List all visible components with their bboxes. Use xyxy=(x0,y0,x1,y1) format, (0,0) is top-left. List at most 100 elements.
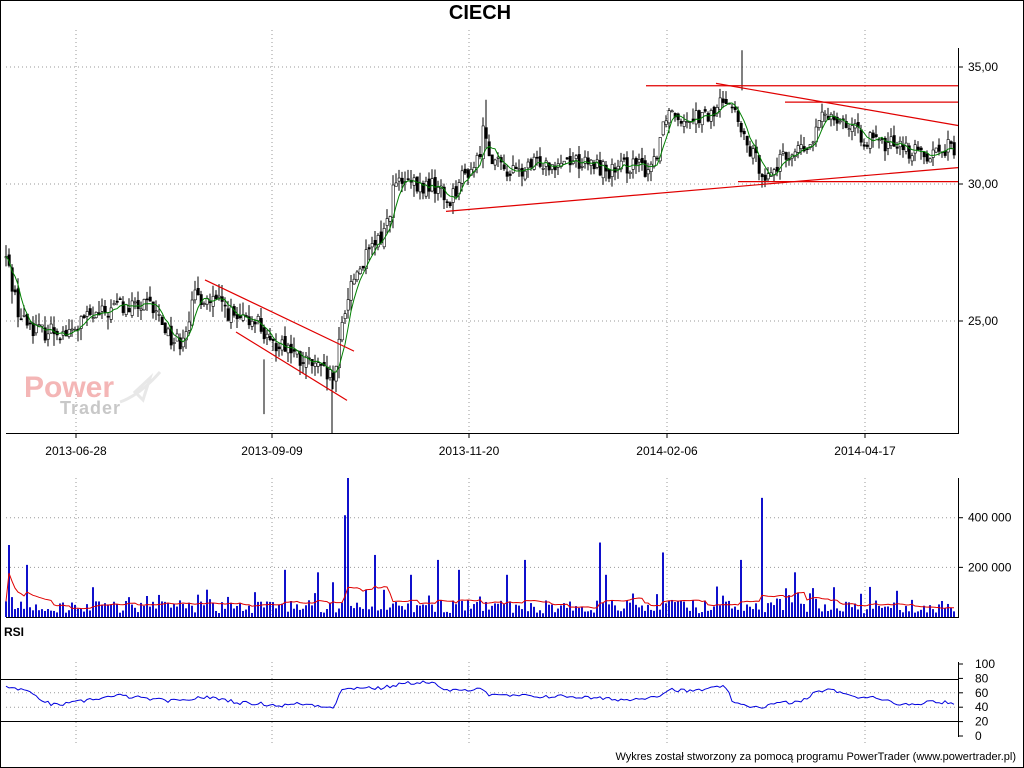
volume-bar xyxy=(785,588,787,617)
candle-body xyxy=(634,158,638,165)
volume-bar xyxy=(344,515,346,617)
volume-bar xyxy=(170,607,172,617)
candle-body xyxy=(847,128,851,130)
volume-bar xyxy=(842,611,844,617)
chart-title: CIECH xyxy=(449,2,511,24)
volume-bar xyxy=(218,613,220,617)
candle-body xyxy=(343,313,347,319)
price-panel: CIECH Power Trader 35,00 30,00 25,00 2013-… xyxy=(4,2,998,458)
volume-bar xyxy=(461,600,463,617)
candle-body xyxy=(643,160,647,177)
candle-body xyxy=(874,134,878,137)
volume-bar xyxy=(350,605,352,617)
volume-bar xyxy=(323,612,325,617)
candle-body xyxy=(667,110,671,124)
volume-bar xyxy=(227,596,229,617)
volume-bar xyxy=(449,612,451,617)
candle-body xyxy=(850,125,854,132)
volume-bar xyxy=(686,607,688,617)
volume-bar xyxy=(326,609,328,617)
trend-line-falling-resistance xyxy=(715,82,959,127)
moving-average-line xyxy=(5,102,955,373)
candle-body xyxy=(196,288,200,296)
volume-bar xyxy=(947,603,949,617)
volume-bar xyxy=(356,602,358,617)
candle-body xyxy=(187,321,191,331)
volume-bar xyxy=(182,603,184,617)
volume-bar xyxy=(275,608,277,617)
volume-bar xyxy=(632,593,634,617)
candle-body xyxy=(37,324,41,326)
candle-body xyxy=(565,157,569,160)
candle-body xyxy=(190,299,194,326)
volume-bar xyxy=(953,611,955,617)
volume-bar xyxy=(713,606,715,617)
volume-bar xyxy=(878,605,880,617)
volume-bar xyxy=(905,606,907,617)
volume-bar xyxy=(551,604,553,617)
volume-bar xyxy=(464,610,466,617)
candle-body xyxy=(130,300,134,316)
candle-body xyxy=(907,145,911,159)
candle-body xyxy=(103,306,107,314)
volume-panel: 400 000 200 000 xyxy=(5,478,1012,618)
volume-bar xyxy=(104,603,106,617)
volume-bar xyxy=(857,609,859,617)
candle-body xyxy=(685,121,689,123)
volume-bar xyxy=(314,593,316,617)
volume-bar xyxy=(500,600,502,617)
volume-bar xyxy=(293,608,295,617)
volume-bar xyxy=(146,595,148,617)
volume-bar xyxy=(425,605,427,617)
volume-bar xyxy=(272,602,274,617)
volume-bar xyxy=(47,609,49,617)
volume-bar xyxy=(332,582,334,617)
volume-bar xyxy=(215,610,217,617)
volume-bar xyxy=(203,605,205,617)
volume-bar xyxy=(758,609,760,617)
volume-bar xyxy=(929,605,931,617)
volume-bar xyxy=(647,604,649,617)
candle-body xyxy=(298,351,302,366)
volume-bar xyxy=(938,604,940,617)
candle-body xyxy=(226,308,230,321)
volume-bar xyxy=(698,613,700,617)
volume-bar xyxy=(797,592,799,617)
candle-body xyxy=(64,329,68,337)
volume-bar xyxy=(11,597,13,617)
candle-body xyxy=(127,308,131,313)
candle-body xyxy=(136,300,140,310)
candle-body xyxy=(616,165,620,170)
volume-bar xyxy=(362,608,364,617)
candle-body xyxy=(91,317,95,319)
volume-bar xyxy=(815,598,817,617)
candle-body xyxy=(481,125,485,160)
candle-body xyxy=(655,157,659,160)
volume-bar xyxy=(701,612,703,617)
candle-body xyxy=(739,123,743,133)
volume-bar xyxy=(593,612,595,617)
volume-bar xyxy=(128,597,130,617)
volume-bar xyxy=(308,600,310,617)
candle-body xyxy=(934,147,938,153)
volume-bar xyxy=(536,612,538,617)
candle-body xyxy=(517,168,521,171)
volume-bar xyxy=(650,609,652,617)
candle-body xyxy=(868,132,872,149)
candle-body xyxy=(922,151,926,158)
volume-bar xyxy=(812,588,814,617)
volume-bar xyxy=(209,599,211,617)
volume-bar xyxy=(494,603,496,617)
volume-bar xyxy=(59,603,61,617)
volume-bar xyxy=(437,559,439,617)
candle-body xyxy=(388,216,392,222)
candle-body xyxy=(514,166,518,170)
volume-bar xyxy=(914,612,916,617)
candle-body xyxy=(235,314,239,320)
candle-body xyxy=(397,177,401,182)
price-xtick-label: 2014-02-06 xyxy=(636,444,698,458)
candle-body xyxy=(139,308,143,311)
candle-body xyxy=(181,337,185,348)
